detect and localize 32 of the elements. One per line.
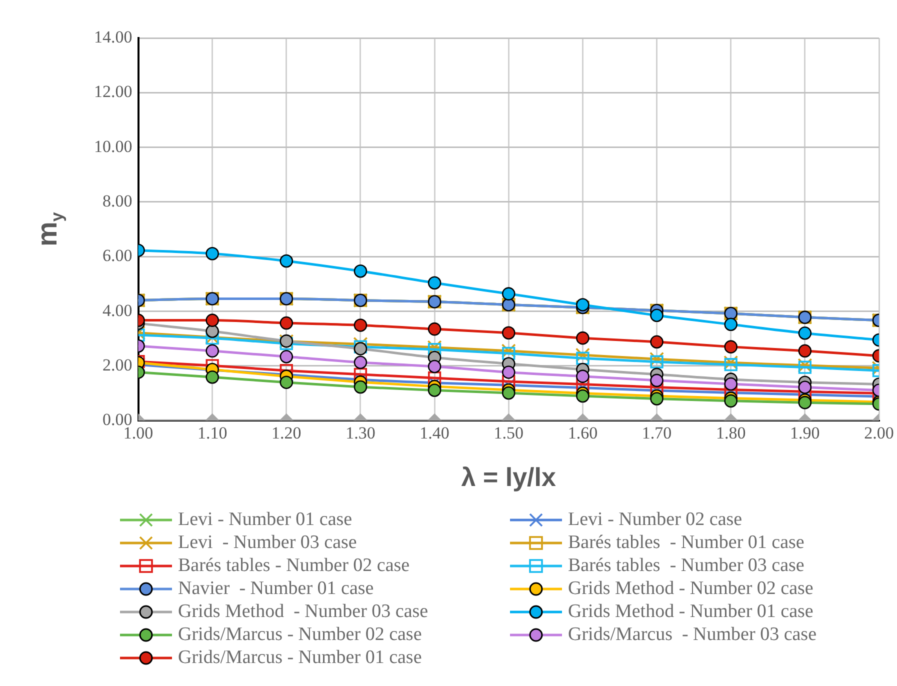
x-tick-label: 1.50	[494, 423, 524, 442]
legend-label: Grids Method - Number 02 case	[568, 578, 814, 600]
legend-label: Navier - Number 01 case	[178, 578, 374, 600]
legend-label: Grids Method - Number 01 case	[568, 600, 814, 622]
x-tick-label: 1.80	[716, 423, 746, 442]
x-tick-label: 1.70	[642, 423, 672, 442]
x-tick-label: 1.10	[197, 423, 228, 442]
legend-label: Barés tables - Number 02 case	[178, 554, 410, 576]
y-tick-label: 6.00	[102, 246, 132, 266]
y-axis-title: my	[31, 212, 66, 246]
x-tick-label: 2.00	[864, 423, 894, 442]
x-tick-label: 1.30	[346, 423, 376, 442]
x-tick-label: 1.40	[420, 423, 450, 442]
legend-label: Grids/Marcus - Number 03 case	[568, 624, 817, 646]
y-tick-label: 8.00	[102, 191, 132, 210]
legend-label: Grids Method - Number 03 case	[178, 600, 428, 622]
x-tick-label: 1.90	[790, 423, 820, 442]
y-tick-label: 4.00	[102, 300, 132, 320]
legend-label: Barés tables - Number 03 case	[568, 554, 804, 576]
x-tick-label: 1.20	[272, 423, 302, 442]
y-tick-label: 2.00	[102, 355, 132, 374]
x-tick-label: 1.60	[568, 423, 598, 442]
y-tick-label: 10.00	[94, 136, 132, 156]
x-axis-title: λ = ly/lx	[461, 462, 557, 492]
legend-label: Grids/Marcus - Number 01 case	[178, 646, 422, 668]
legend-label: Levi - Number 03 case	[178, 532, 357, 554]
legend-label: Barés tables - Number 01 case	[568, 532, 804, 554]
y-tick-label: 12.00	[94, 82, 132, 102]
legend-label: Levi - Number 01 case	[178, 508, 352, 530]
y-tick-label: 14.00	[94, 27, 132, 46]
legend-label: Levi - Number 02 case	[568, 508, 742, 530]
legend-label: Grids/Marcus - Number 02 case	[178, 624, 422, 646]
